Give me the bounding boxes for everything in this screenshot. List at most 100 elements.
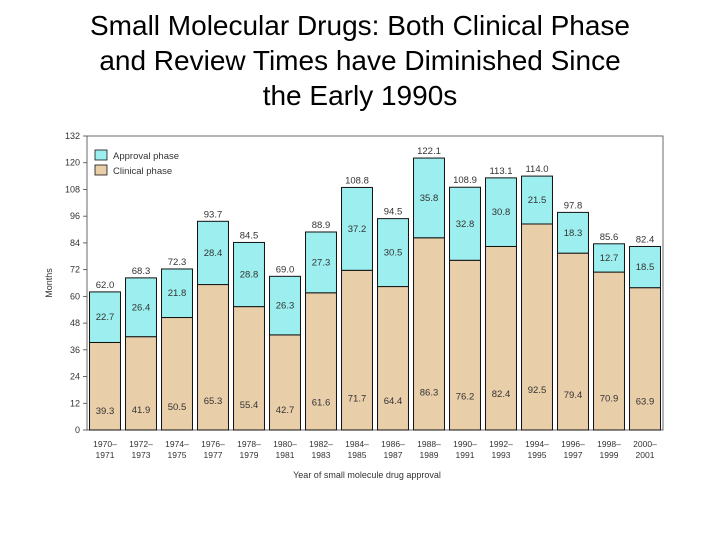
label-total-value: 108.8 <box>345 175 369 186</box>
data-labels: 39.3 22.7 62.0 41.9 26.4 68.3 50.5 21.8 72.3 65.3… <box>96 146 655 417</box>
label-total-value: 114.0 <box>525 164 548 175</box>
x-category-label: 1980– <box>273 439 297 449</box>
bar-clinical-phase <box>485 245 517 431</box>
bar-approval-phase <box>557 211 589 254</box>
bar-approval-phase <box>305 231 337 294</box>
label-total-value: 122.1 <box>417 146 441 157</box>
x-category-label: 1991 <box>456 450 475 460</box>
label-clinical-value: 42.7 <box>276 405 295 416</box>
bar-approval-phase <box>629 245 661 289</box>
label-clinical-value: 92.5 <box>528 385 547 396</box>
legend-swatch-clinical <box>94 164 108 176</box>
label-approval-value: 21.8 <box>168 288 187 299</box>
bar-clinical-phase <box>557 252 589 431</box>
x-category-label: 1999 <box>600 450 619 460</box>
x-category-label: 1989 <box>420 450 439 460</box>
bar-clinical-phase <box>521 223 553 431</box>
label-approval-value: 18.3 <box>564 228 583 239</box>
x-category-label: 1977 <box>204 450 223 460</box>
y-tick-label: 108 <box>65 184 80 194</box>
y-tick-label: 36 <box>70 345 80 355</box>
label-clinical-value: 61.6 <box>312 397 331 408</box>
label-total-value: 82.4 <box>636 234 655 245</box>
x-category-label: 1997 <box>564 450 583 460</box>
bar-clinical-phase <box>89 341 121 431</box>
x-category-label: 1978– <box>237 439 261 449</box>
x-category-label: 1988– <box>417 439 441 449</box>
legend: Approval phase Clinical phase <box>94 149 179 177</box>
label-clinical-value: 55.4 <box>240 400 259 411</box>
label-total-value: 62.0 <box>96 280 115 291</box>
x-category-label: 1987 <box>384 450 403 460</box>
y-tick-label: 12 <box>70 398 80 408</box>
label-total-value: 69.0 <box>276 264 295 275</box>
label-total-value: 68.3 <box>132 266 151 277</box>
bar-approval-phase <box>377 218 409 288</box>
x-category-label: 1990– <box>453 439 477 449</box>
label-approval-value: 28.8 <box>240 270 259 281</box>
x-category-label: 1971 <box>96 450 115 460</box>
x-category-label: 1996– <box>561 439 585 449</box>
x-category-label: 1972– <box>129 439 153 449</box>
label-approval-value: 35.8 <box>420 193 439 204</box>
label-clinical-value: 41.9 <box>132 405 151 416</box>
label-total-value: 108.9 <box>453 175 477 186</box>
bars <box>89 157 661 431</box>
x-category-label: 1973 <box>132 450 151 460</box>
label-approval-value: 18.5 <box>636 262 655 273</box>
bar-approval-phase <box>161 268 193 319</box>
label-approval-value: 27.3 <box>312 257 331 268</box>
label-total-value: 113.1 <box>489 166 512 177</box>
bar-clinical-phase <box>377 286 409 431</box>
label-clinical-value: 50.5 <box>168 402 187 413</box>
label-approval-value: 12.7 <box>600 253 619 264</box>
x-category-label: 1995 <box>528 450 547 460</box>
label-clinical-value: 63.9 <box>636 396 655 407</box>
bar-clinical-phase <box>269 334 301 431</box>
bar-clinical-phase <box>161 317 193 431</box>
legend-label-approval: Approval phase <box>113 151 179 162</box>
label-clinical-value: 65.3 <box>204 396 223 407</box>
legend-swatch-approval <box>94 149 108 161</box>
y-axis-title: Months <box>44 268 54 298</box>
x-category-label: 1984– <box>345 439 369 449</box>
x-category-label: 1981 <box>276 450 295 460</box>
bar-approval-phase <box>449 186 481 261</box>
y-tick-label: 0 <box>75 425 80 435</box>
bar-approval-phase <box>413 157 445 239</box>
x-category-label: 1994– <box>525 439 549 449</box>
label-total-value: 84.5 <box>240 230 259 241</box>
x-category-label: 1993 <box>492 450 511 460</box>
x-category-label: 1985 <box>348 450 367 460</box>
label-total-value: 72.3 <box>168 257 187 268</box>
bar-clinical-phase <box>449 259 481 431</box>
slide-title: Small Molecular Drugs: Both Clinical Pha… <box>20 8 700 113</box>
label-total-value: 97.8 <box>564 200 583 211</box>
x-category-label: 1974– <box>165 439 189 449</box>
label-approval-value: 30.5 <box>384 248 403 259</box>
label-approval-value: 30.8 <box>492 207 511 218</box>
bar-approval-phase <box>341 186 373 271</box>
label-clinical-value: 86.3 <box>420 387 439 398</box>
y-tick-label: 72 <box>70 265 80 275</box>
title-line-2: and Review Times have Diminished Since <box>99 45 621 76</box>
bar-clinical-phase <box>413 237 445 431</box>
x-category-label: 1983 <box>312 450 331 460</box>
label-clinical-value: 64.4 <box>384 396 403 407</box>
bar-approval-phase <box>233 241 265 308</box>
label-clinical-value: 79.4 <box>564 390 583 401</box>
x-category-label: 1970– <box>93 439 117 449</box>
bar-clinical-phase <box>233 306 265 431</box>
label-clinical-value: 71.7 <box>348 393 367 404</box>
bar-approval-phase <box>197 220 229 286</box>
bar-clinical-phase <box>125 336 157 431</box>
x-category-label: 1986– <box>381 439 405 449</box>
label-clinical-value: 70.9 <box>600 394 619 405</box>
plot-frame <box>86 135 664 431</box>
y-tick-label: 120 <box>65 158 80 168</box>
label-clinical-value: 82.4 <box>492 389 511 400</box>
label-total-value: 94.5 <box>384 207 403 218</box>
label-approval-value: 26.4 <box>132 302 151 313</box>
y-tick-label: 24 <box>70 372 80 382</box>
x-category-label: 1982– <box>309 439 333 449</box>
